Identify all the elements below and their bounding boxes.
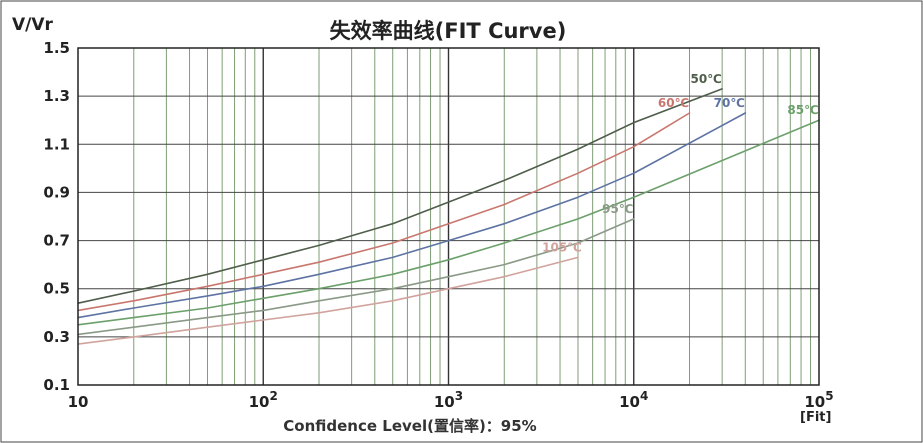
series-line: [77, 88, 723, 305]
x-axis-label: Confidence Level(置信率)：95%: [283, 417, 536, 435]
series-label: 50℃: [691, 72, 722, 86]
series-line: [77, 112, 747, 319]
chart-title: 失效率曲线(FIT Curve): [330, 19, 567, 43]
x-tick-label: 103: [434, 389, 463, 411]
series-label: 85℃: [787, 103, 818, 117]
y-axis-label: V/Vr: [12, 15, 54, 35]
x-axis-unit: [Fit]: [800, 410, 831, 425]
y-tick-label: 0.3: [43, 328, 70, 346]
y-tick-label: 0.7: [43, 232, 70, 250]
series-line: [77, 256, 579, 345]
series-label: 95℃: [602, 202, 633, 216]
series-lines: [77, 88, 820, 345]
x-axis-ticks: 10 102 103 104 105: [68, 389, 834, 411]
series-label: 105℃: [542, 240, 582, 254]
y-tick-label: 1.3: [43, 87, 70, 105]
series-line: [77, 218, 635, 336]
y-axis-ticks: 0.1 0.3 0.5 0.7 0.9 1.1 1.3 1.5: [43, 39, 70, 394]
grid: [78, 48, 819, 385]
x-tick-label: 104: [619, 389, 648, 411]
series-line: [77, 119, 820, 326]
series-line: [77, 112, 691, 312]
x-tick-label: 10: [68, 393, 89, 411]
plot-border: [77, 47, 820, 386]
y-tick-label: 1.5: [43, 39, 70, 57]
y-tick-label: 0.9: [43, 183, 70, 201]
y-tick-label: 0.5: [43, 280, 70, 298]
series-label: 70℃: [714, 96, 745, 110]
series-label: 60℃: [658, 96, 689, 110]
series-labels: 50℃60℃ 70℃ 85℃ 95℃ 105℃: [542, 72, 818, 255]
x-tick-label: 105: [804, 389, 833, 411]
y-tick-label: 1.1: [43, 135, 70, 153]
y-tick-label: 0.1: [43, 376, 70, 394]
x-tick-label: 102: [249, 389, 278, 411]
